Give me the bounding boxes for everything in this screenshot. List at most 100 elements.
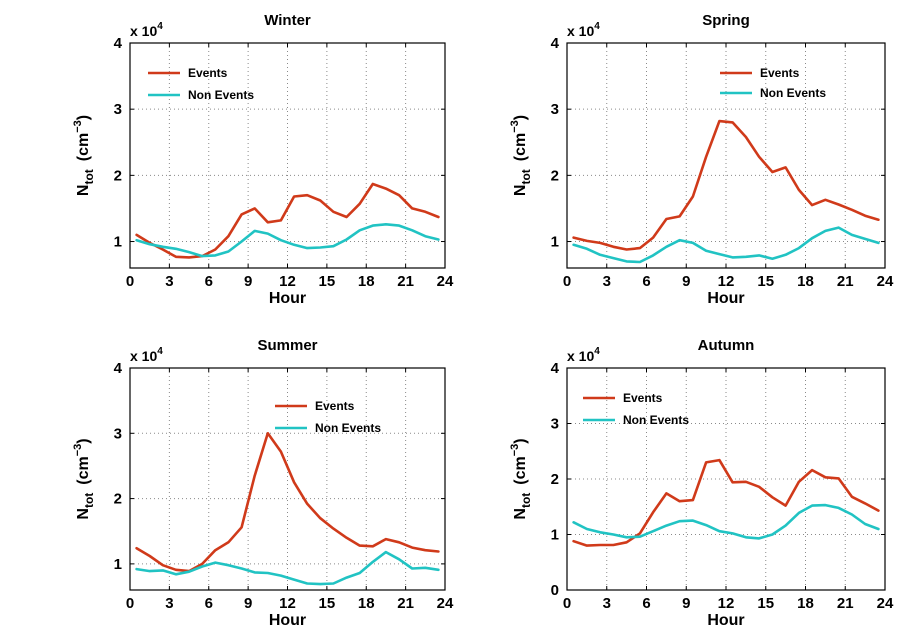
x-tick-label: 0 [563, 595, 571, 612]
y-label-exp: −3 [509, 444, 521, 457]
y-axis-label: Ntot (cm−3) [72, 438, 96, 519]
x-tick-label: 0 [563, 273, 571, 290]
x-axis-label: Hour [269, 612, 306, 629]
y-label-main: N [75, 508, 92, 520]
x-tick-label: 3 [165, 595, 173, 612]
y-multiplier-exp: 4 [157, 346, 163, 357]
y-tick-label: 2 [551, 471, 559, 488]
y-label-exp: −3 [72, 120, 84, 133]
y-label-main: N [512, 185, 529, 197]
x-tick-label: 24 [437, 273, 454, 290]
x-tick-label: 9 [244, 595, 252, 612]
x-tick-label: 6 [642, 595, 650, 612]
series-line-non-events [135, 223, 440, 258]
y-tick-label: 2 [114, 167, 122, 184]
x-tick-label: 9 [682, 273, 690, 290]
legend-label-events: Events [188, 66, 228, 80]
x-tick-label: 21 [397, 595, 414, 612]
y-tick-label: 0 [551, 582, 559, 599]
x-tick-label: 6 [205, 595, 213, 612]
series-line-events [135, 431, 440, 573]
y-multiplier: x 104 [130, 346, 163, 364]
y-multiplier: x 104 [567, 21, 600, 39]
y-label-sub: tot [519, 169, 533, 184]
x-tick-label: 15 [757, 595, 774, 612]
y-label-sub: tot [82, 493, 96, 508]
y-axis-label: Ntot (cm−3) [72, 115, 96, 196]
y-multiplier: x 104 [567, 346, 600, 364]
x-tick-label: 24 [877, 273, 894, 290]
y-tick-label: 1 [551, 234, 559, 251]
y-tick-label: 4 [114, 35, 123, 52]
x-tick-label: 12 [718, 273, 735, 290]
x-tick-label: 18 [797, 595, 814, 612]
y-multiplier-base: x 10 [130, 348, 157, 364]
x-tick-label: 3 [603, 595, 611, 612]
y-label-main: N [512, 508, 529, 520]
series-line-events [135, 182, 440, 259]
y-multiplier-base: x 10 [130, 23, 157, 39]
x-tick-label: 0 [126, 273, 134, 290]
x-tick-label: 18 [797, 273, 814, 290]
x-tick-label: 12 [279, 595, 296, 612]
x-tick-label: 21 [837, 273, 854, 290]
x-tick-label: 15 [757, 273, 774, 290]
x-axis-label: Hour [269, 290, 306, 307]
y-tick-label: 1 [551, 527, 559, 544]
x-tick-label: 6 [205, 273, 213, 290]
chart-title: Autumn [698, 337, 755, 354]
y-axis-label: Ntot (cm−3) [509, 115, 533, 196]
x-tick-label: 24 [877, 595, 894, 612]
x-tick-label: 18 [358, 273, 375, 290]
y-label-unit: (cm [512, 456, 529, 484]
legend-label-events: Events [623, 391, 663, 405]
y-label-close: ) [512, 115, 529, 120]
y-label-unit: (cm [512, 133, 529, 161]
x-tick-label: 6 [642, 273, 650, 290]
legend-label-non-events: Non Events [760, 86, 826, 100]
y-tick-label: 3 [114, 425, 122, 442]
x-tick-label: 3 [603, 273, 611, 290]
x-tick-label: 9 [244, 273, 252, 290]
series-line-events [572, 119, 880, 251]
x-tick-label: 12 [718, 595, 735, 612]
y-label-close: ) [512, 438, 529, 443]
legend-label-non-events: Non Events [315, 421, 381, 435]
y-axis-label: Ntot (cm−3) [509, 438, 533, 519]
y-label-main: N [75, 185, 92, 197]
x-tick-label: 24 [437, 595, 454, 612]
y-tick-label: 2 [114, 491, 122, 508]
y-label-exp: −3 [509, 120, 521, 133]
y-multiplier-base: x 10 [567, 348, 594, 364]
y-tick-label: 3 [551, 416, 559, 433]
legend-label-non-events: Non Events [188, 88, 254, 102]
y-multiplier-exp: 4 [594, 21, 600, 32]
series-line-events [572, 458, 880, 547]
legend-label-events: Events [760, 66, 800, 80]
chart-title: Summer [257, 337, 317, 354]
chart-title: Spring [702, 12, 750, 29]
y-tick-label: 3 [551, 101, 559, 118]
series-line-non-events [572, 503, 880, 540]
y-multiplier: x 104 [130, 21, 163, 39]
y-tick-label: 4 [114, 360, 123, 377]
x-tick-label: 9 [682, 595, 690, 612]
series-line-non-events [572, 226, 880, 264]
y-label-exp: −3 [72, 444, 84, 457]
y-label-unit: (cm [75, 133, 92, 161]
y-label-close: ) [75, 115, 92, 120]
y-label-sub: tot [82, 169, 96, 184]
y-tick-label: 3 [114, 101, 122, 118]
x-tick-label: 12 [279, 273, 296, 290]
x-tick-label: 15 [319, 595, 336, 612]
y-label-close: ) [75, 438, 92, 443]
chart-title: Winter [264, 12, 311, 29]
y-label-sub: tot [519, 493, 533, 508]
x-tick-label: 18 [358, 595, 375, 612]
y-tick-label: 4 [551, 360, 560, 377]
